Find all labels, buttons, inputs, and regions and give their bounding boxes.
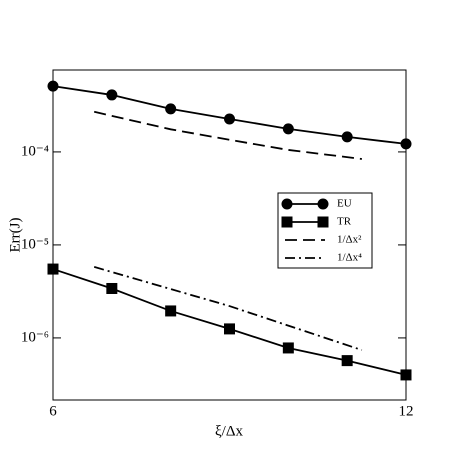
marker <box>106 89 118 101</box>
legend-marker <box>317 216 329 228</box>
legend-label: TR <box>337 216 352 228</box>
marker <box>47 80 59 92</box>
legend-label: EU <box>337 198 352 210</box>
marker <box>47 263 59 275</box>
y-tick-label: 10⁻⁵ <box>21 236 49 252</box>
legend-label: 1/Δx⁴ <box>337 252 362 264</box>
x-axis-label: ξ/Δx <box>215 423 244 439</box>
x-tick-label: 6 <box>49 403 57 419</box>
y-tick-label: 10⁻⁴ <box>21 143 49 159</box>
x-tick-label: 12 <box>399 403 414 419</box>
marker <box>224 323 235 335</box>
y-tick-label: 10⁻⁶ <box>21 329 49 345</box>
marker <box>165 103 177 115</box>
marker <box>341 131 353 143</box>
marker <box>341 355 353 367</box>
y-axis-label: Err(J) <box>7 218 23 253</box>
plot-frame <box>52 69 407 401</box>
marker <box>106 282 118 294</box>
legend-marker <box>317 198 329 210</box>
series-line <box>52 268 407 376</box>
marker <box>282 123 294 135</box>
marker <box>400 369 412 381</box>
series-line <box>93 266 363 351</box>
marker <box>400 138 412 150</box>
legend-label: 1/Δx² <box>337 234 362 246</box>
series-line <box>93 110 362 160</box>
marker <box>224 113 235 125</box>
legend-marker <box>281 198 293 210</box>
marker <box>165 305 177 317</box>
marker <box>282 342 294 354</box>
legend-marker <box>281 216 293 228</box>
